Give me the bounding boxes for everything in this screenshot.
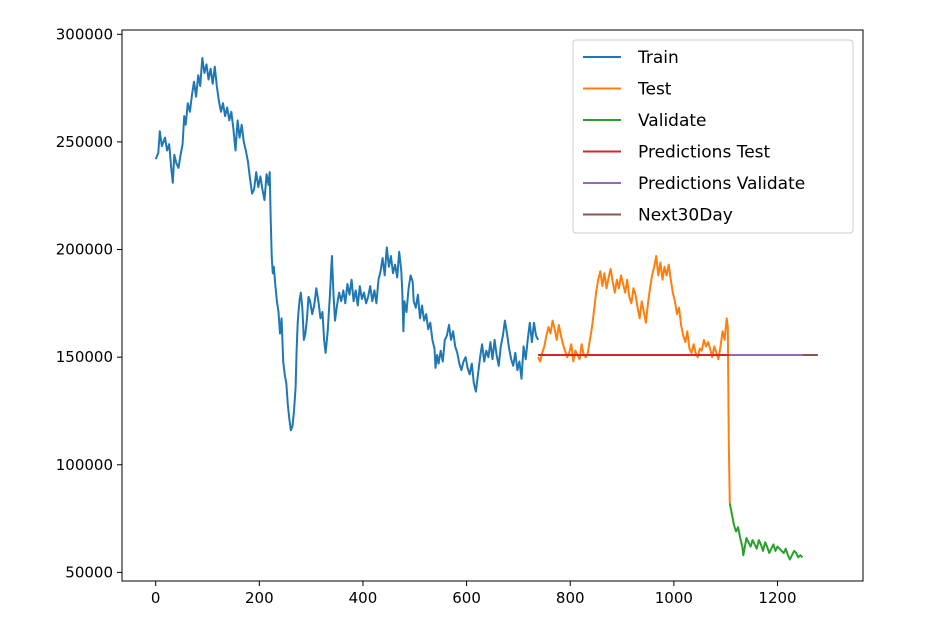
x-tick-label: 800 <box>556 589 585 607</box>
x-tick-label: 0 <box>151 589 161 607</box>
y-tick-label: 150000 <box>56 348 113 366</box>
y-tick-label: 100000 <box>56 456 113 474</box>
y-tick-label: 200000 <box>56 241 113 259</box>
legend-label: Next30Day <box>638 206 733 226</box>
legend-label: Train <box>637 48 679 68</box>
legend-label: Test <box>637 80 672 100</box>
y-tick-label: 250000 <box>56 133 113 151</box>
x-tick-label: 1000 <box>655 589 693 607</box>
series-layer <box>154 57 818 561</box>
legend: Train Test Validate Predictions Test Predict… <box>572 39 854 234</box>
series-line-test <box>537 255 731 504</box>
y-axis: 50000 100000 150000 200000 250000 300000 <box>56 25 122 581</box>
series-line-train <box>154 57 539 432</box>
legend-box <box>572 39 854 234</box>
x-axis: 0 200 400 600 800 1000 1200 <box>151 581 797 607</box>
legend-label: Predictions Validate <box>638 174 805 194</box>
plot-area <box>121 29 864 582</box>
x-tick-label: 1200 <box>758 589 796 607</box>
legend-label: Validate <box>638 111 707 131</box>
x-tick-label: 200 <box>245 589 274 607</box>
x-tick-label: 400 <box>349 589 378 607</box>
legend-label: Predictions Test <box>638 143 771 163</box>
x-tick-label: 600 <box>452 589 481 607</box>
y-tick-label: 300000 <box>56 25 113 43</box>
series-line-validate <box>728 503 804 561</box>
y-tick-label: 50000 <box>65 563 113 581</box>
axes-frame <box>121 29 864 582</box>
